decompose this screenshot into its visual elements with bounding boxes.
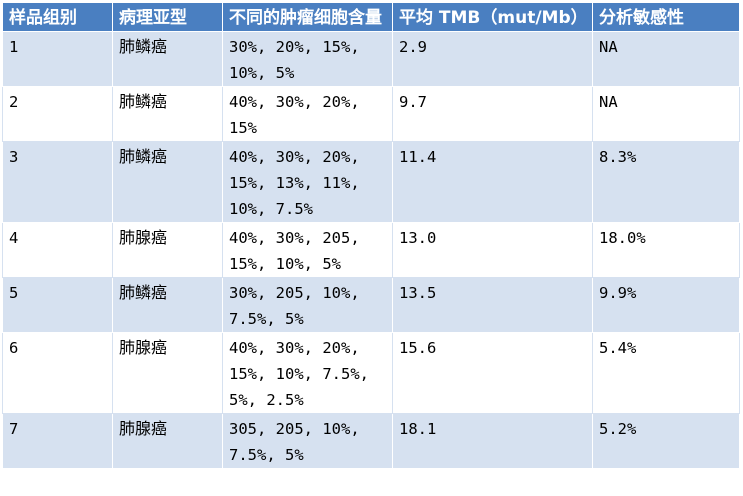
table-row: 6 肺腺癌 40%, 30%, 20%, 15%, 10%, 7.5%, 5%,… [2, 332, 740, 414]
table-row: 3 肺鳞癌 40%, 30%, 20%, 15%, 13%, 11%, 10%,… [2, 141, 740, 223]
cell-pathology-subtype: 肺鳞癌 [112, 31, 223, 87]
results-table: 样品组别 病理亚型 不同的肿瘤细胞含量 平均 TMB（mut/Mb） 分析敏感性… [2, 2, 740, 469]
results-table-container: 样品组别 病理亚型 不同的肿瘤细胞含量 平均 TMB（mut/Mb） 分析敏感性… [2, 2, 740, 469]
cell-analytical-sensitivity: 5.4% [592, 332, 740, 414]
cell-pathology-subtype: 肺鳞癌 [112, 141, 223, 223]
header-average-tmb: 平均 TMB（mut/Mb） [392, 2, 593, 32]
cell-analytical-sensitivity: NA [592, 86, 740, 142]
cell-pathology-subtype: 肺鳞癌 [112, 277, 223, 333]
cell-tumor-cell-content: 30%, 205, 10%, 7.5%, 5% [222, 277, 393, 333]
cell-average-tmb: 15.6 [392, 332, 593, 414]
table-row: 1 肺鳞癌 30%, 20%, 15%, 10%, 5% 2.9 NA [2, 31, 740, 87]
table-row: 7 肺腺癌 305, 205, 10%, 7.5%, 5% 18.1 5.2% [2, 413, 740, 469]
cell-analytical-sensitivity: NA [592, 31, 740, 87]
cell-average-tmb: 13.5 [392, 277, 593, 333]
table-header-row: 样品组别 病理亚型 不同的肿瘤细胞含量 平均 TMB（mut/Mb） 分析敏感性 [2, 2, 740, 32]
cell-analytical-sensitivity: 5.2% [592, 413, 740, 469]
cell-sample-group: 3 [2, 141, 113, 223]
table-row: 4 肺腺癌 40%, 30%, 205, 15%, 10%, 5% 13.0 1… [2, 222, 740, 278]
cell-tumor-cell-content: 30%, 20%, 15%, 10%, 5% [222, 31, 393, 87]
cell-sample-group: 1 [2, 31, 113, 87]
cell-average-tmb: 18.1 [392, 413, 593, 469]
cell-analytical-sensitivity: 8.3% [592, 141, 740, 223]
cell-pathology-subtype: 肺腺癌 [112, 222, 223, 278]
header-tumor-cell-content: 不同的肿瘤细胞含量 [222, 2, 393, 32]
cell-tumor-cell-content: 40%, 30%, 20%, 15%, 13%, 11%, 10%, 7.5% [222, 141, 393, 223]
header-sample-group: 样品组别 [2, 2, 113, 32]
cell-sample-group: 6 [2, 332, 113, 414]
cell-tumor-cell-content: 40%, 30%, 20%, 15% [222, 86, 393, 142]
cell-pathology-subtype: 肺腺癌 [112, 413, 223, 469]
cell-pathology-subtype: 肺鳞癌 [112, 86, 223, 142]
cell-sample-group: 2 [2, 86, 113, 142]
cell-analytical-sensitivity: 18.0% [592, 222, 740, 278]
table-row: 2 肺鳞癌 40%, 30%, 20%, 15% 9.7 NA [2, 86, 740, 142]
cell-average-tmb: 9.7 [392, 86, 593, 142]
cell-sample-group: 7 [2, 413, 113, 469]
cell-tumor-cell-content: 305, 205, 10%, 7.5%, 5% [222, 413, 393, 469]
header-analytical-sensitivity: 分析敏感性 [592, 2, 740, 32]
cell-sample-group: 4 [2, 222, 113, 278]
cell-average-tmb: 2.9 [392, 31, 593, 87]
cell-average-tmb: 13.0 [392, 222, 593, 278]
cell-pathology-subtype: 肺腺癌 [112, 332, 223, 414]
cell-average-tmb: 11.4 [392, 141, 593, 223]
table-row: 5 肺鳞癌 30%, 205, 10%, 7.5%, 5% 13.5 9.9% [2, 277, 740, 333]
cell-tumor-cell-content: 40%, 30%, 205, 15%, 10%, 5% [222, 222, 393, 278]
header-pathology-subtype: 病理亚型 [112, 2, 223, 32]
cell-sample-group: 5 [2, 277, 113, 333]
cell-analytical-sensitivity: 9.9% [592, 277, 740, 333]
cell-tumor-cell-content: 40%, 30%, 20%, 15%, 10%, 7.5%, 5%, 2.5% [222, 332, 393, 414]
